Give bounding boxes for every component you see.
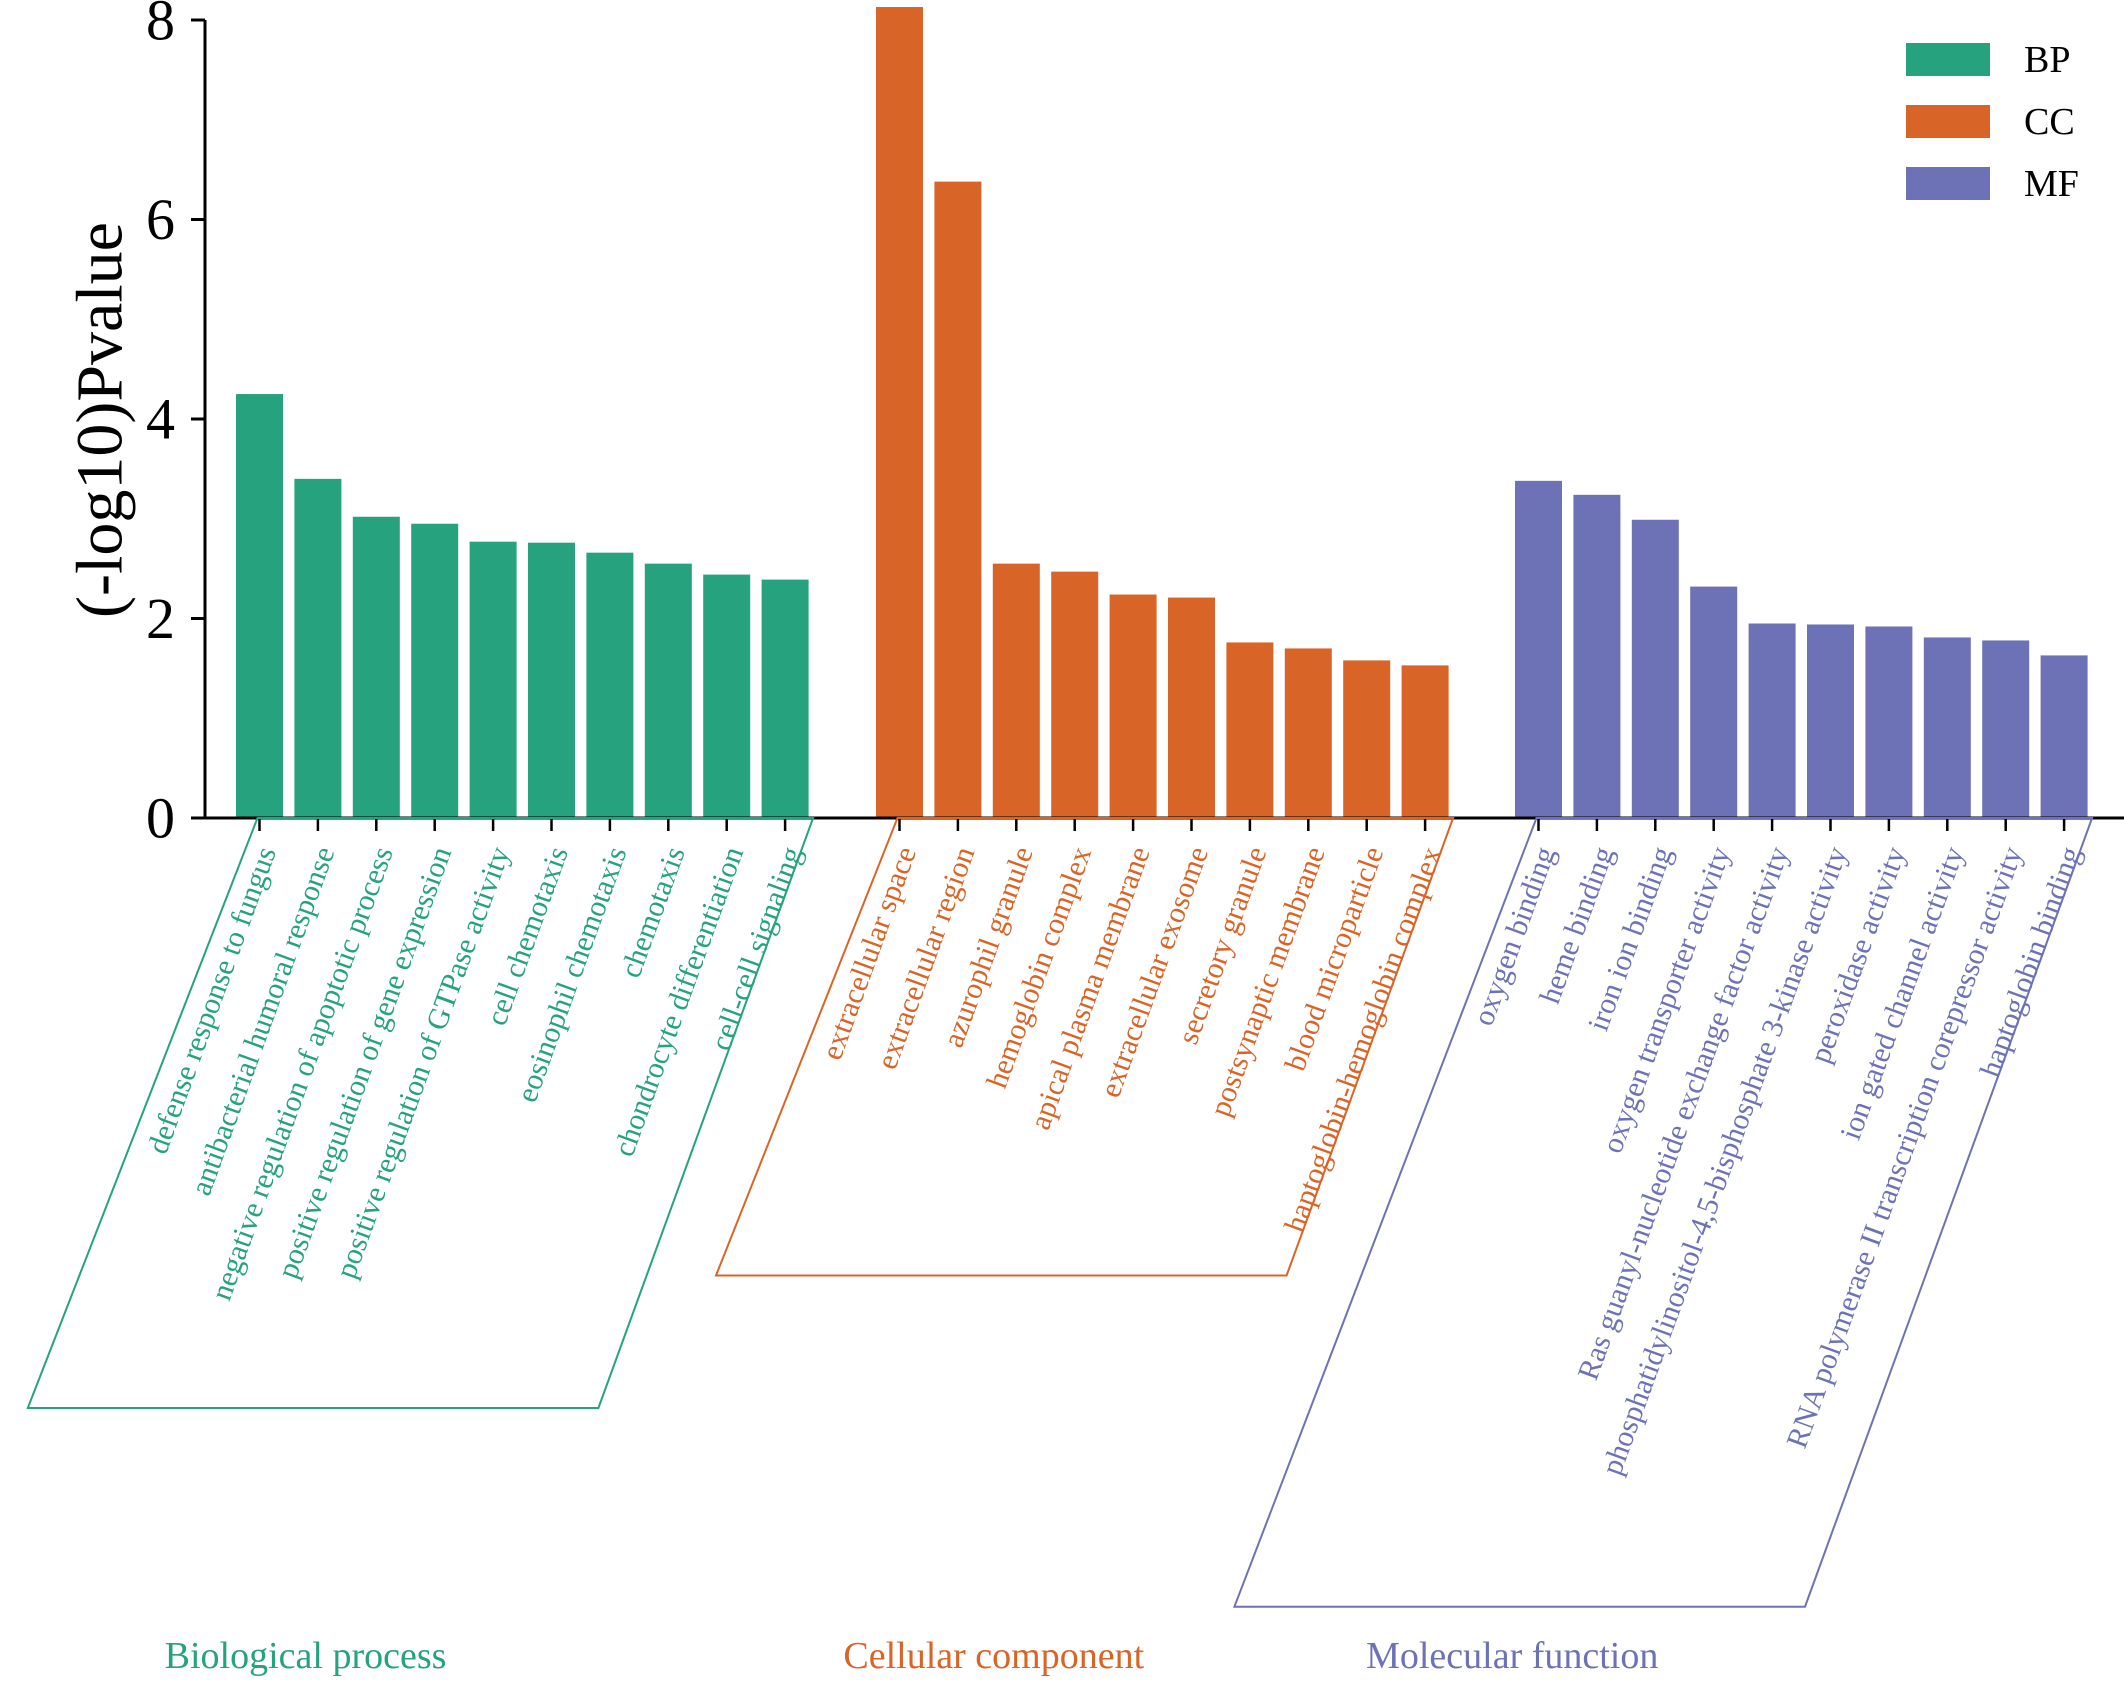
legend-swatch-cc xyxy=(1906,105,1990,138)
bar-cc-4 xyxy=(1051,571,1099,818)
y-tick-label: 4 xyxy=(146,387,175,452)
bar-bp-6 xyxy=(528,542,575,818)
bar-bp-3 xyxy=(352,516,400,818)
bar-bp-10 xyxy=(761,579,809,818)
legend-swatch-bp xyxy=(1906,43,1990,76)
bar-cc-3 xyxy=(992,563,1040,818)
bar-bp-7 xyxy=(586,552,634,818)
bar-mf-6 xyxy=(1807,624,1854,818)
group-title-cc: Cellular component xyxy=(843,1635,1144,1677)
labels-layer: defense response to fungusantibacterial … xyxy=(26,817,2094,1677)
legend-label-bp: BP xyxy=(2024,39,2070,81)
bar-mf-1 xyxy=(1515,480,1562,818)
legend-label-cc: CC xyxy=(2024,101,2075,143)
bar-mf-3 xyxy=(1631,519,1679,818)
bar-mf-5 xyxy=(1748,623,1796,818)
bar-cc-7 xyxy=(1226,642,1274,818)
bar-mf-2 xyxy=(1573,494,1621,818)
bar-cc-5 xyxy=(1109,594,1157,818)
bar-cc-8 xyxy=(1284,648,1332,818)
group-title-bp: Biological process xyxy=(165,1635,447,1677)
bar-cc-9 xyxy=(1343,660,1391,818)
legend-swatch-mf xyxy=(1906,167,1990,200)
bar-cc-1 xyxy=(876,7,923,819)
bar-mf-7 xyxy=(1865,626,1913,818)
y-axis-title: (-log10)Pvalue xyxy=(64,222,137,618)
bar-mf-4 xyxy=(1690,586,1738,818)
bar-bp-1 xyxy=(236,394,283,818)
y-tick-label: 6 xyxy=(146,187,175,252)
bar-cc-2 xyxy=(934,181,982,819)
bar-mf-8 xyxy=(1923,637,1971,818)
bar-bp-2 xyxy=(294,478,342,818)
bar-bp-8 xyxy=(644,563,692,818)
bar-bp-5 xyxy=(469,541,517,818)
bar-mf-9 xyxy=(1982,640,2030,818)
axes-layer: 0 2 4 6 8 (-log10)Pvalue xyxy=(64,0,2124,851)
y-tick-label: 8 xyxy=(146,0,175,53)
bar-bp-4 xyxy=(411,523,459,818)
group-title-mf: Molecular function xyxy=(1366,1635,1658,1677)
y-tick-label: 2 xyxy=(146,586,175,651)
bar-mf-10 xyxy=(2040,655,2088,818)
bars-layer xyxy=(236,7,2088,819)
group-outline-mf xyxy=(1232,817,2094,1608)
group-outline-bp xyxy=(26,817,815,1409)
y-tick-label: 0 xyxy=(146,786,175,851)
bar-bp-9 xyxy=(703,574,751,818)
bar-cc-6 xyxy=(1168,597,1215,818)
legend-label-mf: MF xyxy=(2024,163,2079,205)
bar-cc-10 xyxy=(1401,665,1449,818)
legend: BP CC MF xyxy=(1906,39,2079,205)
group-outline-cc xyxy=(714,817,1455,1277)
